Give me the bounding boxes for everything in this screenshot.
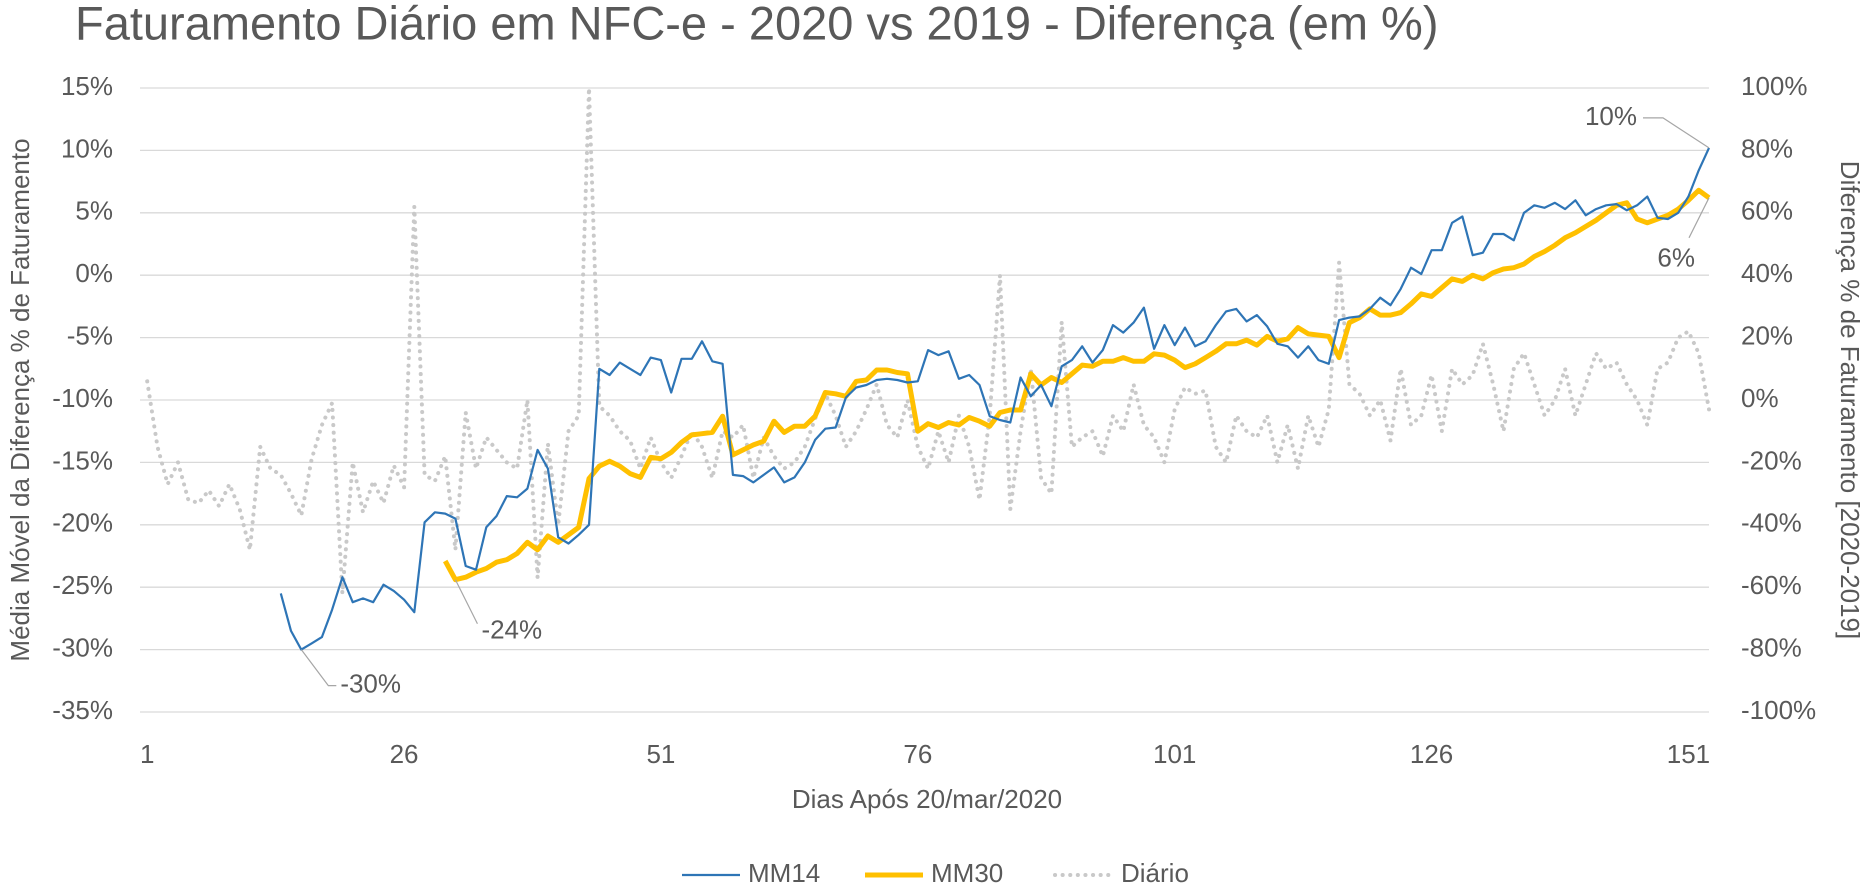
legend-label: Diário xyxy=(1121,858,1189,888)
y-tick-label: -20% xyxy=(52,508,113,538)
y2-tick-label: -80% xyxy=(1741,632,1802,662)
y2-axis-title: Diferença % de Faturamento [2020-2019] xyxy=(1835,161,1865,639)
y2-tick-label: -60% xyxy=(1741,570,1802,600)
data-label: 10% xyxy=(1585,101,1637,131)
y2-tick-label: 40% xyxy=(1741,258,1793,288)
leader-line xyxy=(1643,117,1710,149)
y-tick-label: -30% xyxy=(52,632,113,662)
y2-tick-label: 80% xyxy=(1741,133,1793,163)
data-label: -24% xyxy=(481,615,542,645)
x-axis-title: Dias Após 20/mar/2020 xyxy=(792,784,1062,814)
leader-line xyxy=(300,649,337,687)
y2-tick-label: 0% xyxy=(1741,383,1779,413)
x-tick-label: 1 xyxy=(140,739,154,769)
leader-line xyxy=(454,579,478,624)
series-line xyxy=(443,187,1711,583)
y-axis-title: Média Móvel da Diferença % de Faturament… xyxy=(5,138,35,661)
y2-tick-label: 100% xyxy=(1741,71,1808,101)
x-tick-label: 76 xyxy=(903,739,932,769)
y-tick-label: 0% xyxy=(75,258,113,288)
x-tick-label: 26 xyxy=(390,739,419,769)
y-tick-label: 15% xyxy=(61,71,113,101)
series-line xyxy=(279,147,1711,651)
legend-label: MM14 xyxy=(748,858,820,888)
y2-tick-label: 20% xyxy=(1741,320,1793,350)
y2-tick-label: -100% xyxy=(1741,695,1816,725)
y-tick-label: 10% xyxy=(61,133,113,163)
y-tick-label: -5% xyxy=(67,320,113,350)
series-line xyxy=(145,86,1711,596)
data-label: 6% xyxy=(1657,243,1695,273)
y-tick-label: -35% xyxy=(52,695,113,725)
legend-label: MM30 xyxy=(931,858,1003,888)
y-tick-label: -10% xyxy=(52,383,113,413)
y-tick-label: -25% xyxy=(52,570,113,600)
data-label: -30% xyxy=(340,668,401,698)
y2-tick-label: -40% xyxy=(1741,508,1802,538)
x-tick-label: 51 xyxy=(646,739,675,769)
x-tick-label: 101 xyxy=(1153,739,1196,769)
x-tick-label: 151 xyxy=(1667,739,1710,769)
leader-line xyxy=(1688,197,1710,239)
y2-tick-label: -20% xyxy=(1741,445,1802,475)
x-tick-label: 126 xyxy=(1410,739,1453,769)
y-tick-label: 5% xyxy=(75,196,113,226)
y-tick-label: -15% xyxy=(52,445,113,475)
chart-title: Faturamento Diário em NFC-e - 2020 vs 20… xyxy=(75,0,1438,49)
y2-tick-label: 60% xyxy=(1741,196,1793,226)
